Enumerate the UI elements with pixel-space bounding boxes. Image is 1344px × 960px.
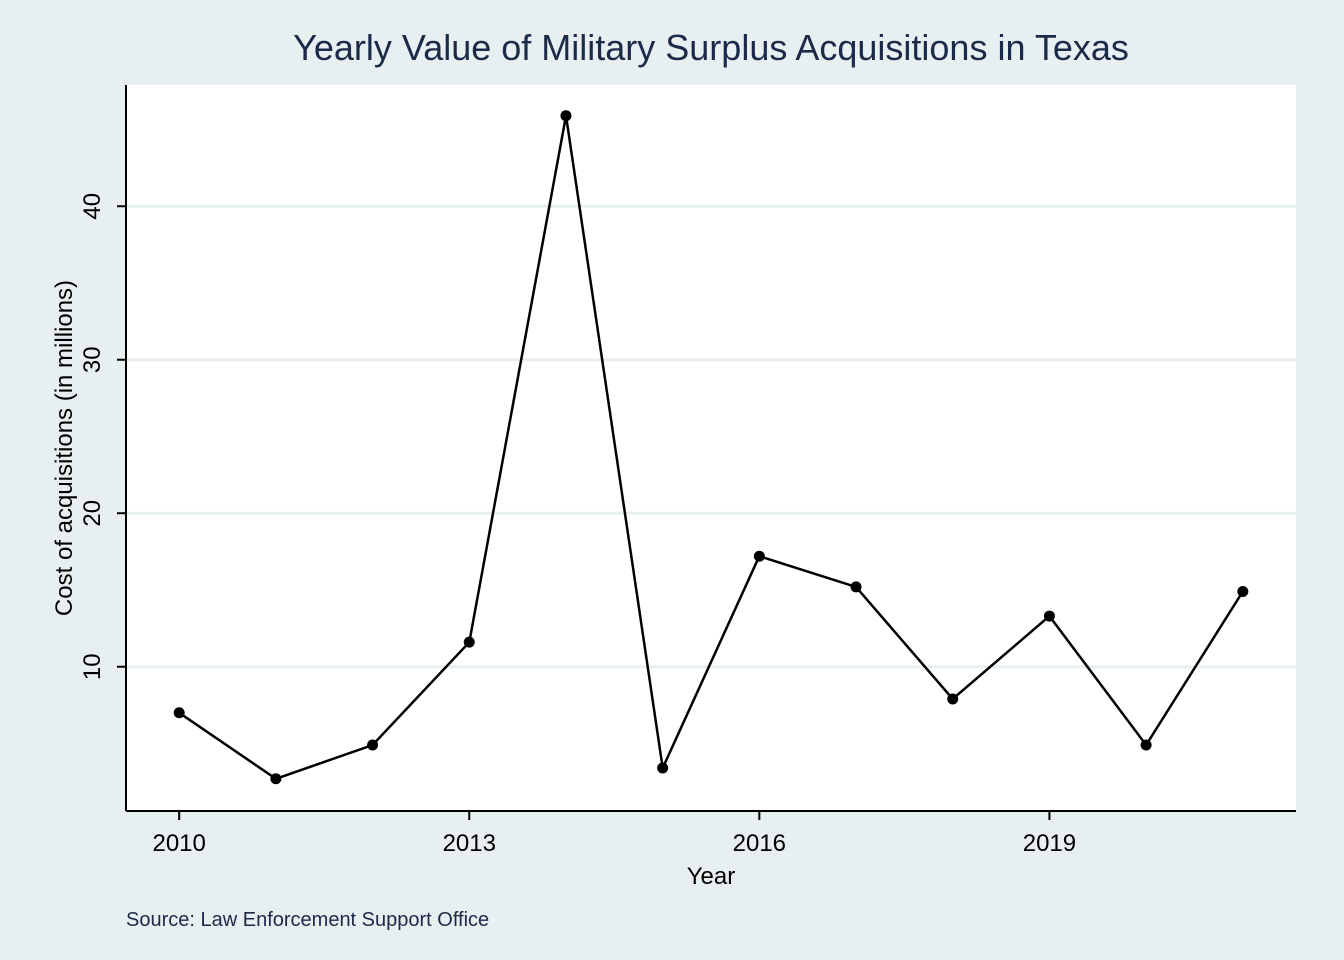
data-point-2012: [367, 739, 379, 751]
axes: 10 20 30 40 2010 2013 2016 2019: [79, 85, 1296, 857]
x-tick-label: 2010: [152, 830, 205, 857]
data-point-2015: [657, 762, 669, 774]
x-tick-label: 2019: [1023, 830, 1076, 857]
data-point-2013: [463, 636, 475, 648]
data-point-2018: [947, 693, 959, 705]
data-point-2011: [270, 773, 282, 785]
series-line-layer: [178, 115, 1244, 781]
x-tick-label: 2013: [443, 830, 496, 857]
y-axis-title: Cost of acquisitions (in millions): [51, 280, 78, 616]
x-tick-label: 2016: [733, 830, 786, 857]
y-tick-label: 20: [79, 500, 106, 527]
series-points: [173, 110, 1249, 785]
grid-lines: [126, 204, 1296, 669]
plot-area: [126, 85, 1296, 811]
y-tick-label: 40: [79, 193, 106, 220]
data-point-2020: [1140, 739, 1152, 751]
data-point-2014: [560, 110, 572, 122]
data-point-2010: [173, 707, 185, 719]
data-point-2019: [1043, 610, 1055, 622]
series-line: [178, 115, 1244, 781]
y-tick-label: 30: [79, 346, 106, 373]
chart-title: Yearly Value of Military Surplus Acquisi…: [293, 27, 1129, 68]
y-tick-label: 10: [79, 653, 106, 680]
x-axis-title: Year: [687, 863, 736, 890]
source-note: Source: Law Enforcement Support Office: [126, 909, 489, 931]
data-point-2017: [850, 581, 862, 593]
data-point-2016: [753, 550, 765, 562]
data-point-2021: [1237, 586, 1249, 598]
